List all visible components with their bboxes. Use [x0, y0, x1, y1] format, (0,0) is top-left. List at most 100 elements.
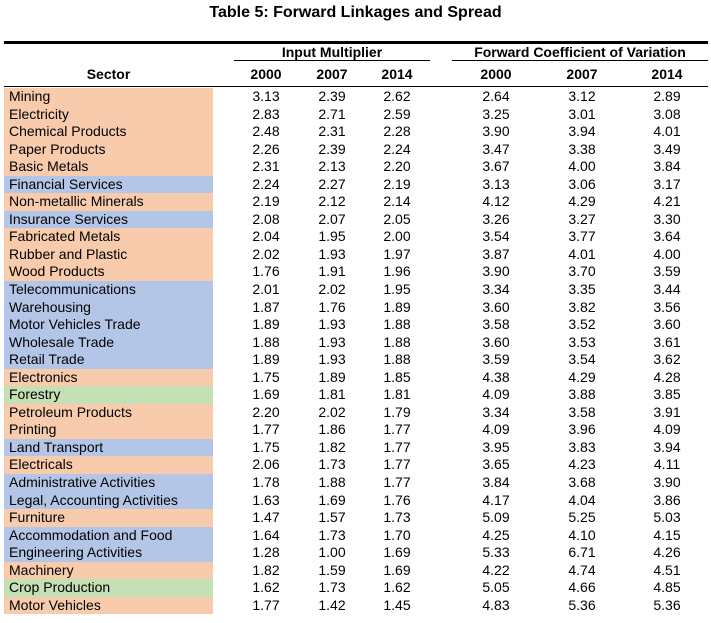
sector-cell: Insurance Services — [4, 210, 213, 229]
sector-cell: Non-metallic Minerals — [4, 193, 213, 211]
value-cell: 4.22 — [482, 561, 510, 578]
input-multiplier-header: Input Multiplier — [281, 44, 383, 60]
value-cell: 3.85 — [653, 386, 681, 403]
sector-cell: Forestry — [4, 386, 213, 404]
value-cell: 2.59 — [383, 105, 411, 122]
value-cell: 4.09 — [482, 421, 510, 438]
value-cell: 1.77 — [383, 456, 411, 473]
value-cell: 4.00 — [653, 245, 681, 262]
value-cell: 1.76 — [318, 298, 346, 315]
value-cell: 3.13 — [482, 175, 510, 192]
value-cell: 1.73 — [318, 526, 346, 543]
value-cell: 2.02 — [252, 245, 280, 262]
table-row: Basic Metals 2.31 2.13 2.20 3.67 4.00 3.84 — [4, 158, 708, 176]
value-cell: 1.79 — [383, 403, 411, 420]
sector-cell: Financial Services — [4, 175, 213, 194]
value-cell: 4.09 — [653, 421, 681, 438]
value-cell: 3.64 — [653, 228, 681, 245]
value-cell: 3.59 — [482, 351, 510, 368]
group-underline — [452, 60, 708, 61]
value-cell: 3.58 — [568, 403, 596, 420]
value-cell: 3.01 — [568, 105, 596, 122]
value-cell: 3.91 — [653, 403, 681, 420]
value-cell: 2.20 — [383, 158, 411, 175]
table-row: Motor Vehicles 1.77 1.42 1.45 4.83 5.36 5.36 — [4, 596, 708, 615]
value-cell: 4.85 — [653, 579, 681, 596]
table-row: Chemical Products 2.48 2.31 2.28 3.90 3.94 4.0… — [4, 123, 708, 141]
sector-cell: Electronics — [4, 368, 213, 387]
value-cell: 1.91 — [318, 263, 346, 280]
value-cell: 1.81 — [318, 386, 346, 403]
value-cell: 3.96 — [568, 421, 596, 438]
table-row: Electricity 2.83 2.71 2.59 3.25 3.01 3.08 — [4, 105, 708, 124]
value-cell: 3.82 — [568, 298, 596, 315]
value-cell: 1.76 — [252, 263, 280, 280]
value-cell: 1.75 — [252, 438, 280, 455]
value-cell: 3.61 — [653, 333, 681, 350]
value-cell: 3.90 — [482, 263, 510, 280]
value-cell: 2.31 — [318, 123, 346, 140]
table-row: Motor Vehicles Trade 1.89 1.93 1.88 3.58 3.52… — [4, 316, 708, 334]
value-cell: 4.00 — [568, 158, 596, 175]
value-cell: 1.85 — [383, 368, 411, 385]
value-cell: 3.60 — [482, 333, 510, 350]
sector-cell: Legal, Accounting Activities — [4, 491, 213, 510]
value-cell: 1.88 — [383, 333, 411, 350]
table-row: Financial Services 2.24 2.27 2.19 3.13 3.06 3.… — [4, 175, 708, 194]
value-cell: 2.08 — [252, 210, 280, 227]
sector-cell: Accommodation and Food — [4, 526, 213, 545]
sector-cell: Printing — [4, 421, 213, 439]
value-cell: 5.36 — [568, 596, 596, 613]
sector-cell: Basic Metals — [4, 158, 213, 176]
sector-cell: Electricals — [4, 456, 213, 475]
value-cell: 2.48 — [252, 123, 280, 140]
value-cell: 5.25 — [568, 509, 596, 526]
sector-cell: Administrative Activities — [4, 474, 213, 492]
value-cell: 1.59 — [318, 561, 346, 578]
table-row: Land Transport 1.75 1.82 1.77 3.95 3.83 3.94 — [4, 438, 708, 457]
value-cell: 1.77 — [252, 421, 280, 438]
value-cell: 2.14 — [383, 193, 411, 210]
table-row: Electricals 2.06 1.73 1.77 3.65 4.23 4.11 — [4, 456, 708, 475]
value-cell: 2.62 — [383, 88, 411, 104]
value-cell: 4.74 — [568, 561, 596, 578]
value-cell: 3.60 — [482, 298, 510, 315]
value-cell: 3.54 — [568, 351, 596, 368]
value-cell: 3.25 — [482, 105, 510, 122]
value-cell: 2.28 — [383, 123, 411, 140]
value-cell: 2.05 — [383, 210, 411, 227]
value-cell: 3.65 — [482, 456, 510, 473]
value-cell: 2.19 — [252, 193, 280, 210]
value-cell: 1.86 — [318, 421, 346, 438]
value-cell: 1.96 — [383, 263, 411, 280]
year-header: 2000 — [250, 66, 282, 82]
value-cell: 3.59 — [653, 263, 681, 280]
value-cell: 3.53 — [568, 333, 596, 350]
value-cell: 1.89 — [383, 298, 411, 315]
value-cell: 1.28 — [252, 544, 280, 561]
table-row: Legal, Accounting Activities 1.63 1.69 1.76… — [4, 491, 708, 510]
value-cell: 3.58 — [482, 316, 510, 333]
value-cell: 3.62 — [653, 351, 681, 368]
value-cell: 1.45 — [383, 596, 411, 613]
value-cell: 2.31 — [252, 158, 280, 175]
value-cell: 4.51 — [653, 561, 681, 578]
value-cell: 3.27 — [568, 210, 596, 227]
value-cell: 1.95 — [383, 281, 411, 298]
value-cell: 2.89 — [653, 88, 681, 104]
value-cell: 4.21 — [653, 193, 681, 210]
value-cell: 2.02 — [318, 403, 346, 420]
value-cell: 3.94 — [653, 438, 681, 455]
value-cell: 3.95 — [482, 438, 510, 455]
table-body: Mining 3.13 2.39 2.62 2.64 3.12 2.89 Electricit… — [4, 88, 708, 615]
header-rule — [4, 86, 708, 87]
value-cell: 1.77 — [252, 596, 280, 613]
value-cell: 1.62 — [252, 579, 280, 596]
group-underline — [234, 60, 430, 61]
value-cell: 3.84 — [482, 474, 510, 491]
value-cell: 2.83 — [252, 105, 280, 122]
table-row: Forestry 1.69 1.81 1.81 4.09 3.88 3.85 — [4, 386, 708, 404]
value-cell: 2.20 — [252, 403, 280, 420]
value-cell: 1.78 — [252, 474, 280, 491]
value-cell: 1.89 — [252, 316, 280, 333]
